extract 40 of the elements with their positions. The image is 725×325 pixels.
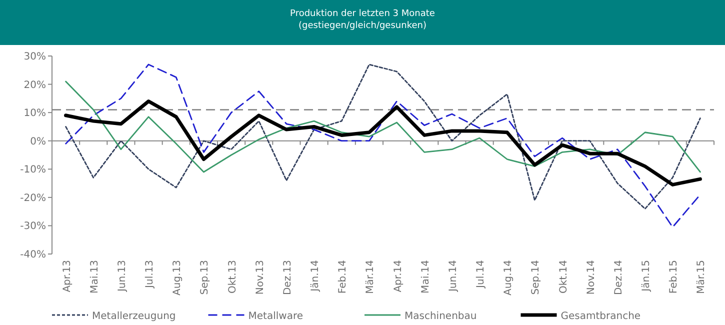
y-tick-label: -30% — [20, 221, 46, 232]
x-tick-label: Jän.14 — [310, 260, 322, 292]
x-tick-label: Mär.15 — [696, 260, 708, 294]
x-tick-label: Feb.15 — [668, 260, 680, 294]
x-tick-label: Apr.13 — [62, 260, 73, 292]
y-tick-label: -40% — [20, 250, 46, 260]
x-tick-label: Aug.14 — [503, 260, 514, 296]
x-tick-label: Aug.13 — [172, 260, 184, 296]
x-tick-label: Jun.14 — [448, 260, 459, 293]
line-series — [65, 80, 701, 173]
x-tick-label: Okt.13 — [227, 260, 238, 294]
x-tick-label: Mai.14 — [420, 260, 432, 294]
chart-subtitle: (gestiegen/gleich/gesunken) — [298, 21, 426, 31]
y-tick-label: -10% — [20, 164, 46, 176]
legend-label: Maschinenbau — [404, 311, 477, 322]
line-series — [64, 100, 702, 186]
x-tick-label: Nov.13 — [254, 260, 266, 295]
y-tick-label: 30% — [24, 52, 46, 62]
legend-label: Gesamtbranche — [560, 311, 641, 322]
x-tick-label: Sep.14 — [530, 260, 542, 295]
y-tick-label: 0% — [30, 136, 46, 148]
x-tick-label: Jul.13 — [144, 260, 156, 289]
x-tick-label: Sep.13 — [200, 260, 211, 295]
y-tick-label: -20% — [20, 192, 46, 204]
x-tick-label: Jul.14 — [476, 260, 487, 289]
x-tick-label: Mai.13 — [89, 260, 100, 294]
y-tick-label: 10% — [24, 108, 46, 120]
x-tick-label: Feb.14 — [338, 260, 349, 294]
chart-title: Produktion der letzten 3 Monate — [290, 9, 436, 19]
x-tick-label: Apr.14 — [392, 260, 404, 292]
x-tick-label: Dez.13 — [282, 260, 294, 296]
x-tick-label: Mär.14 — [365, 260, 376, 294]
x-tick-label: Okt.14 — [558, 260, 570, 294]
legend-label: Metallerzeugung — [92, 311, 176, 322]
x-tick-label: Dez.14 — [613, 260, 624, 296]
legend-label: Metallware — [248, 311, 303, 322]
x-tick-label: Nov.14 — [586, 260, 597, 295]
x-tick-label: Jän.15 — [641, 260, 652, 292]
y-tick-label: 20% — [24, 80, 46, 91]
x-tick-label: Jun.13 — [116, 260, 128, 293]
